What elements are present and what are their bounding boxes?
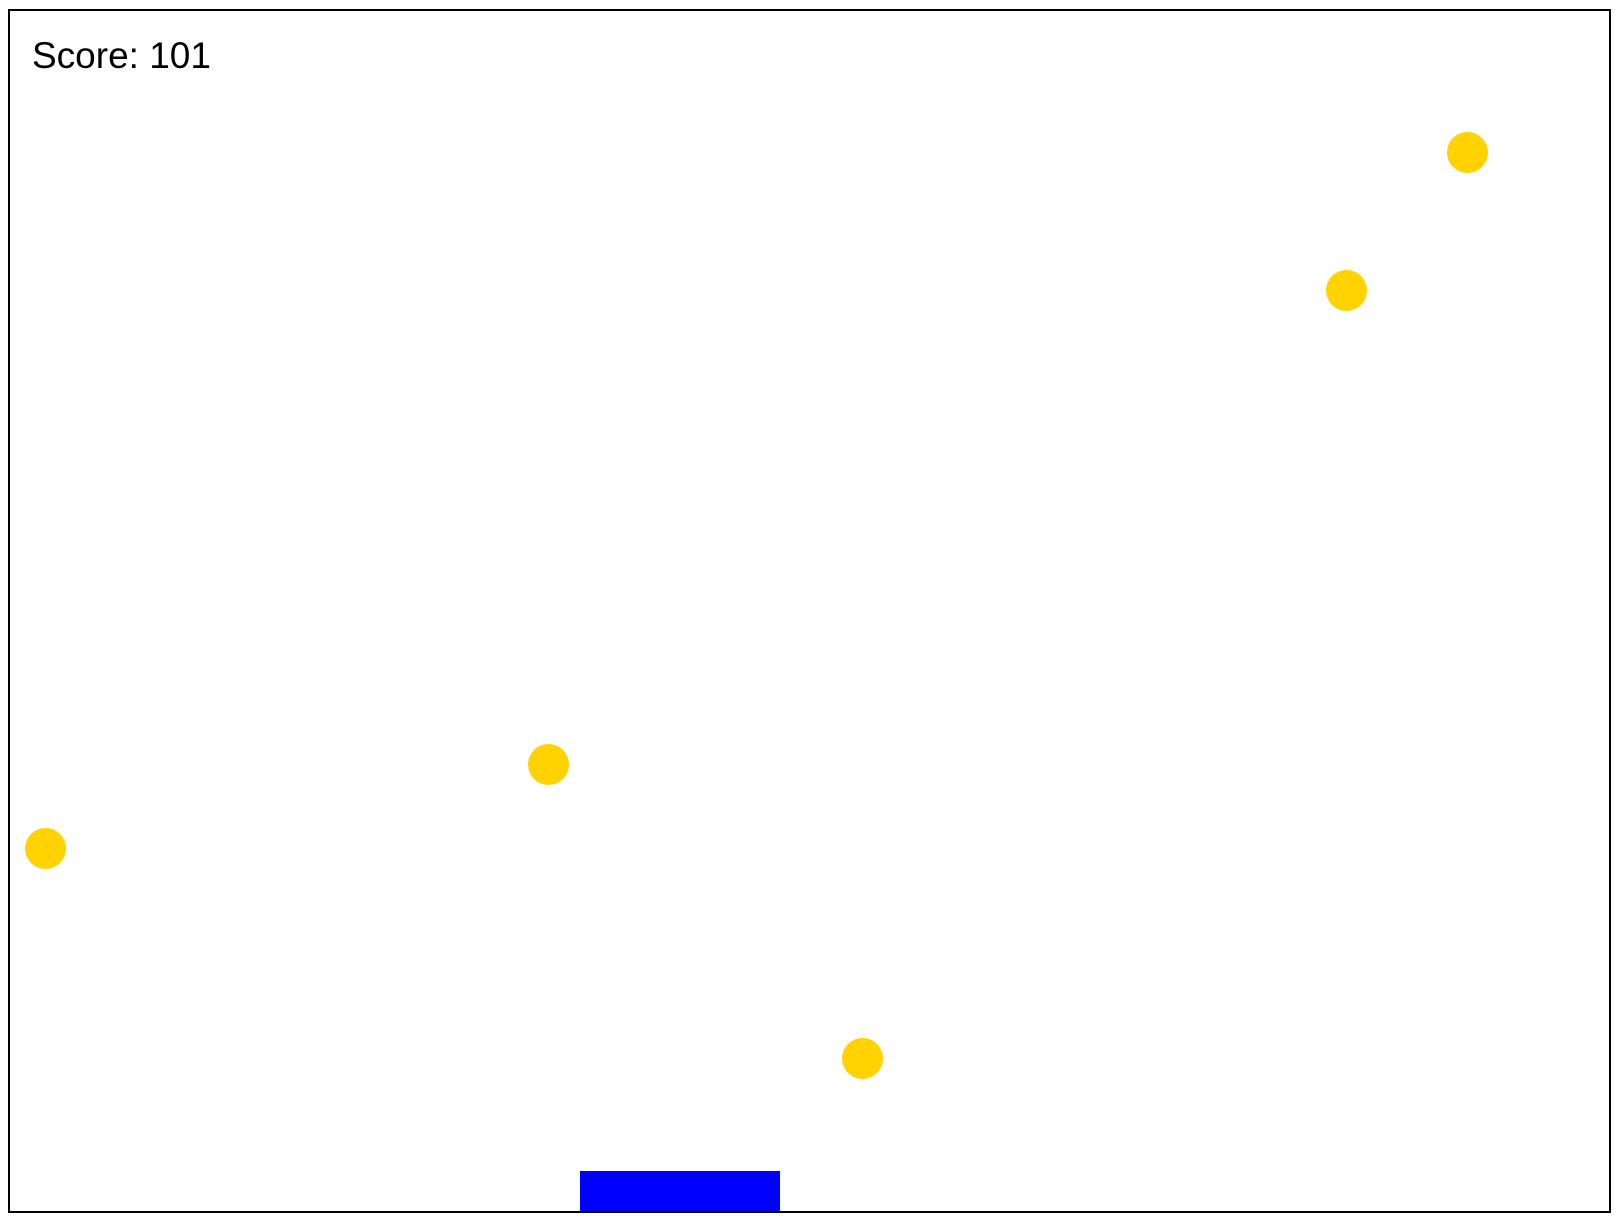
falling-ball	[1447, 132, 1488, 173]
falling-ball	[1326, 270, 1367, 311]
score-value: 101	[149, 35, 211, 76]
game-canvas[interactable]: Score: 101	[8, 9, 1611, 1213]
score-label: Score:	[32, 35, 139, 76]
score-display: Score: 101	[32, 35, 211, 77]
falling-ball	[528, 744, 569, 785]
falling-ball	[25, 828, 66, 869]
player-paddle[interactable]	[580, 1171, 780, 1211]
falling-ball	[842, 1038, 883, 1079]
